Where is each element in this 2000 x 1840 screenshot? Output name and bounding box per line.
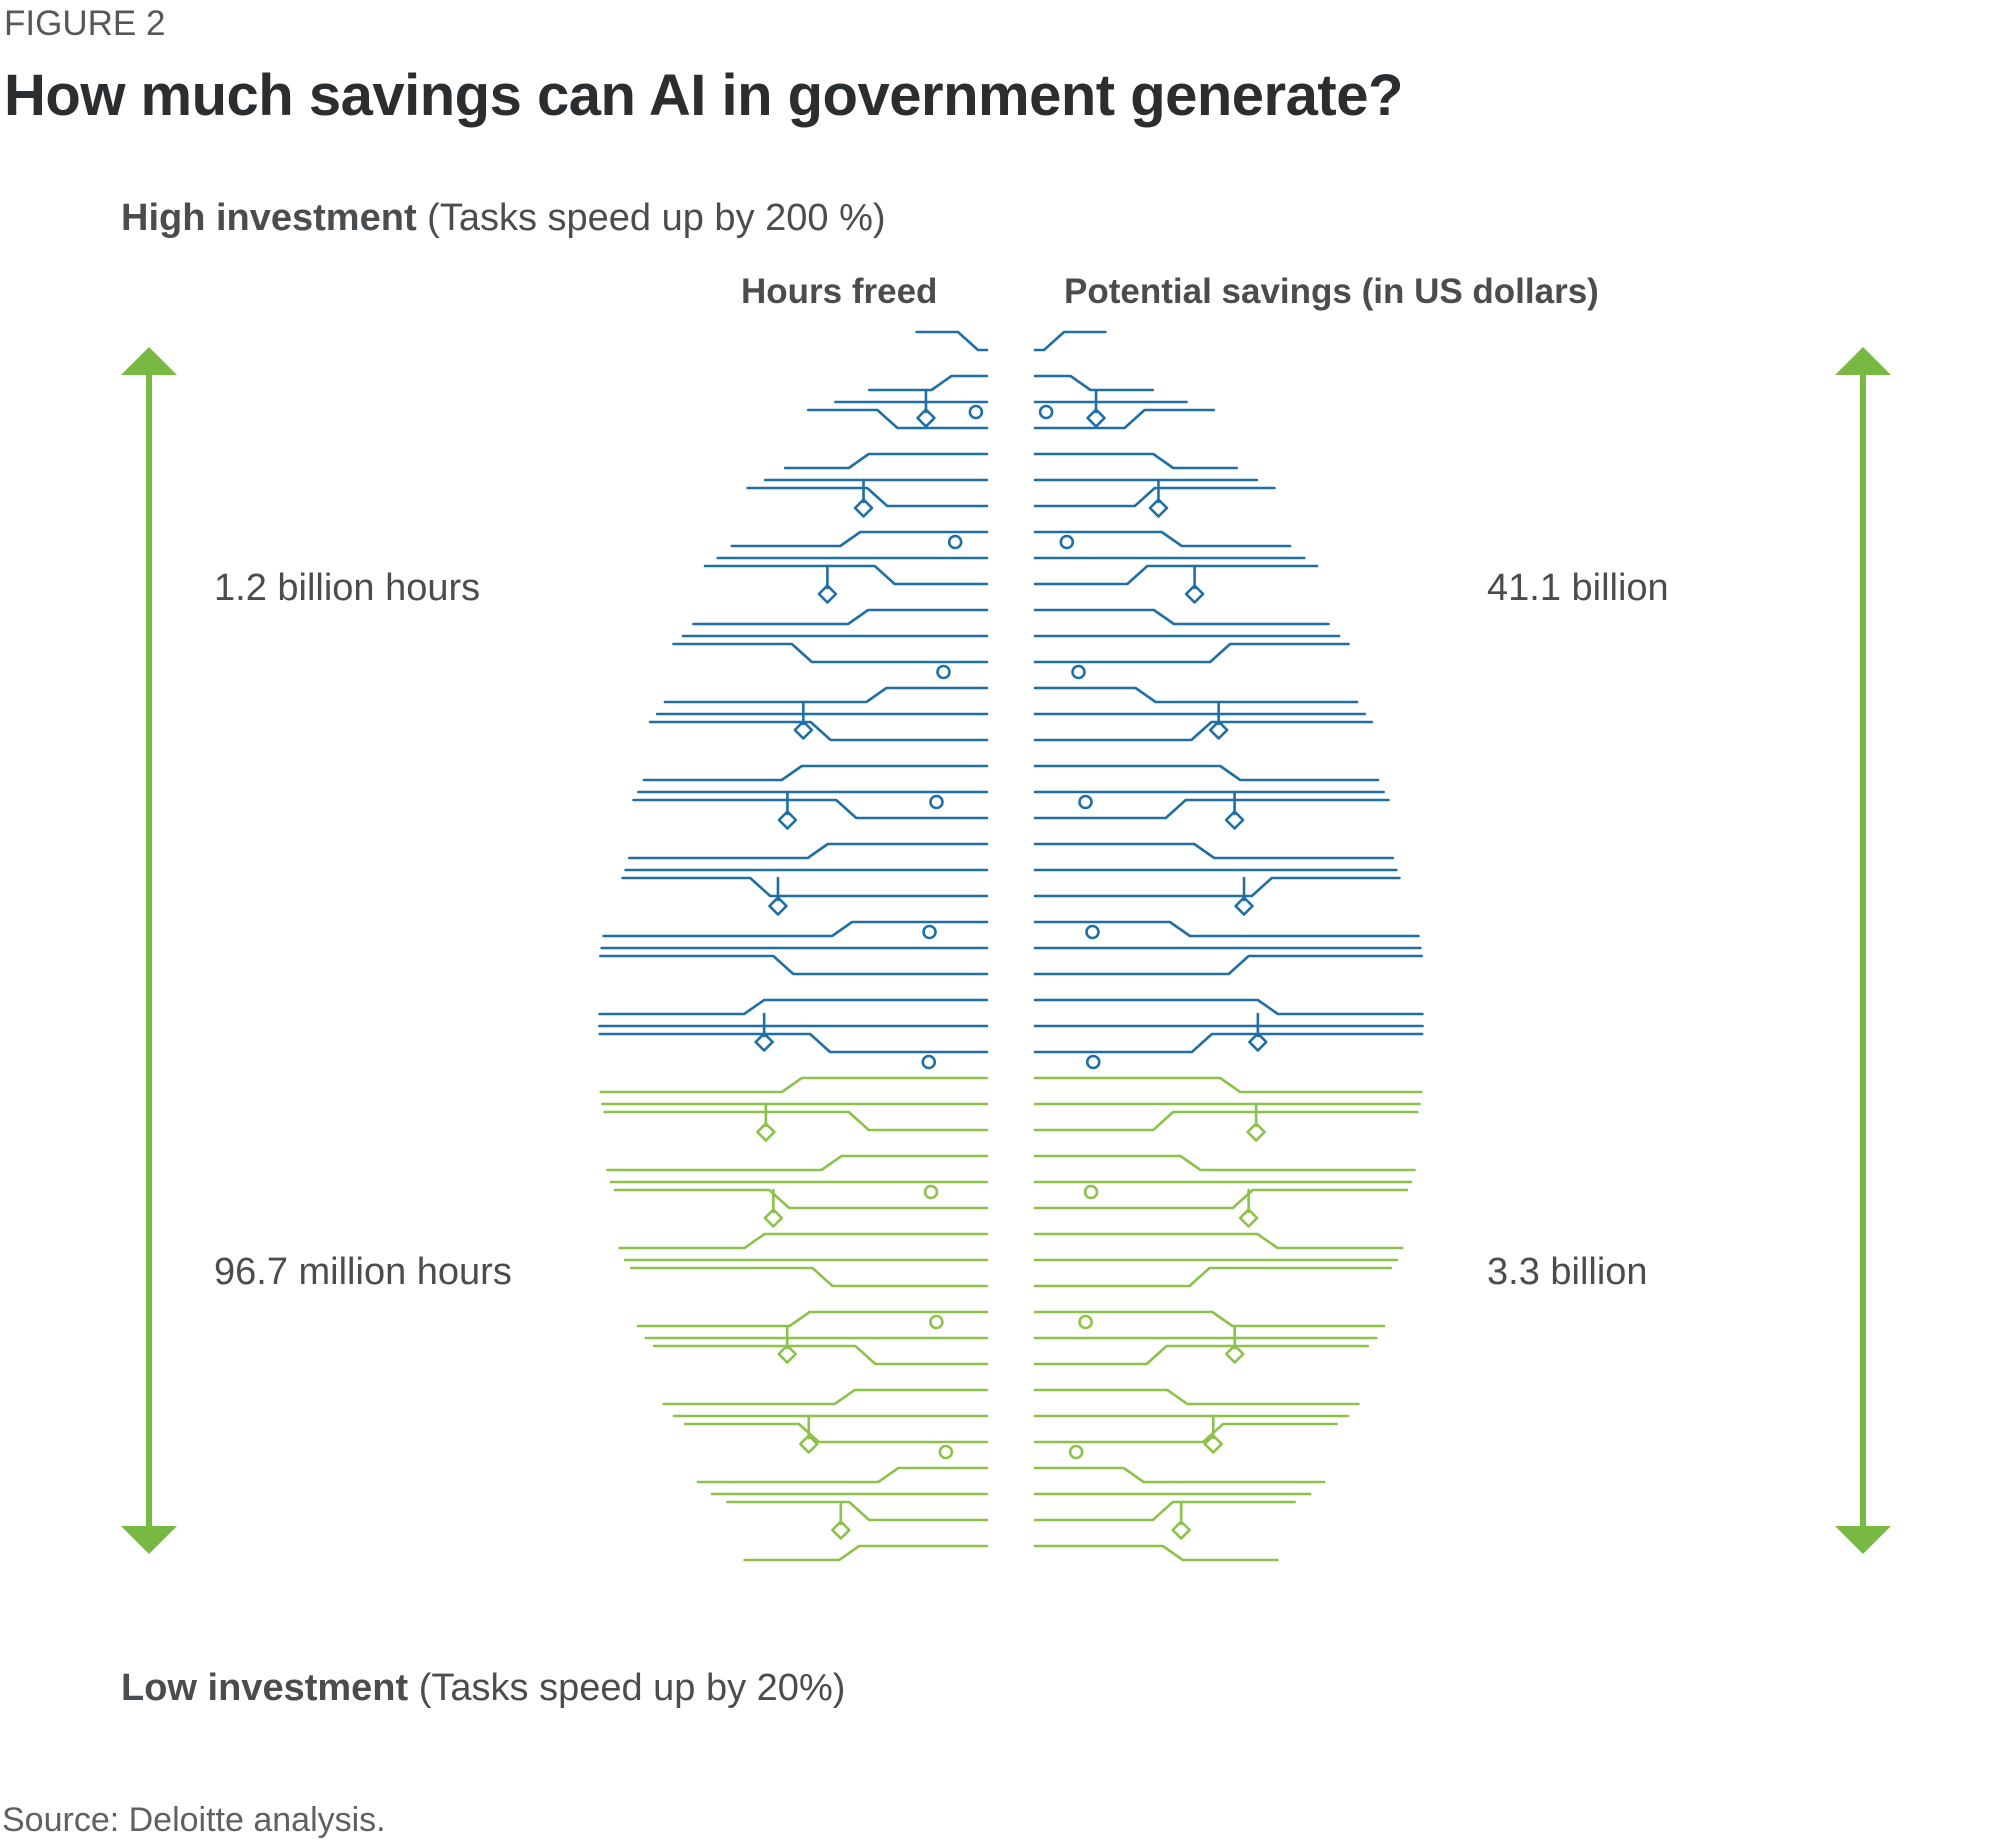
double-arrow-icon — [1835, 347, 1891, 1554]
circuit-brain-icon — [598, 330, 1424, 1562]
high-investment-caption: High investment (Tasks speed up by 200 %… — [121, 197, 886, 240]
figure-title: How much savings can AI in government ge… — [4, 63, 1403, 128]
low-investment-detail: (Tasks speed up by 20%) — [418, 1667, 846, 1709]
savings-high-value: 41.1 billion — [1487, 567, 1669, 609]
high-investment-label: High investment — [121, 197, 417, 239]
hours-high-value: 1.2 billion hours — [214, 567, 481, 609]
savings-low-value: 3.3 billion — [1487, 1251, 1648, 1293]
figure-label: FIGURE 2 — [4, 4, 166, 43]
low-investment-caption: Low investment (Tasks speed up by 20%) — [121, 1667, 845, 1710]
potential-savings-heading: Potential savings (in US dollars) — [1064, 272, 1599, 311]
high-investment-detail: (Tasks speed up by 200 %) — [427, 197, 886, 239]
hours-freed-heading: Hours freed — [741, 272, 938, 311]
double-arrow-icon — [121, 347, 177, 1554]
hours-low-value: 96.7 million hours — [214, 1251, 512, 1293]
low-investment-label: Low investment — [121, 1667, 409, 1709]
